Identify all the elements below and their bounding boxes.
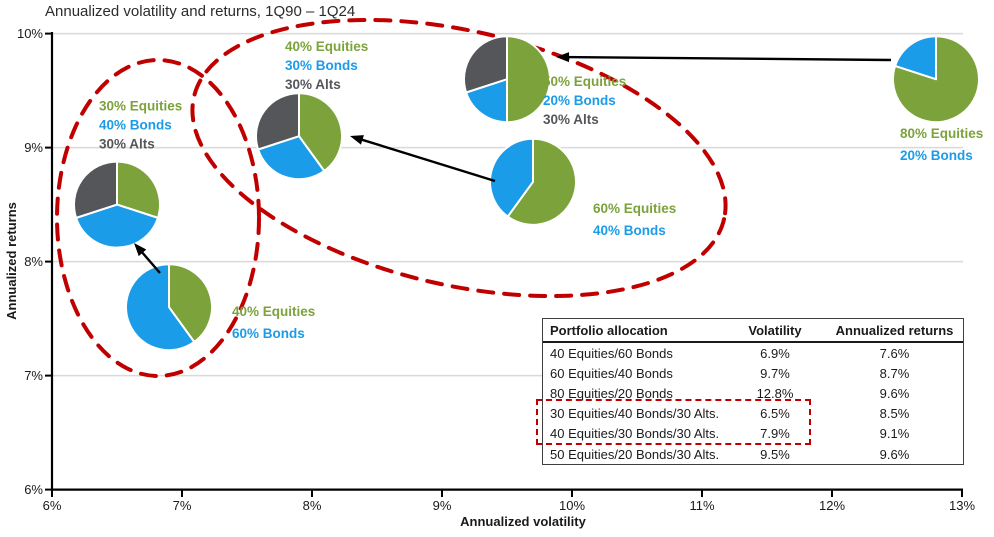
alts-group-ellipse — [190, 17, 728, 299]
table-row: 80 Equities/20 Bonds 12.8% 9.6% — [543, 383, 963, 403]
x-tick-label: 9% — [433, 498, 452, 513]
cell-volatility: 7.9% — [760, 426, 790, 442]
cell-volatility: 12.8% — [756, 385, 794, 401]
pie-slice-alts — [73, 160, 118, 219]
arrow-head — [350, 135, 364, 145]
pie-label-line: 50% Equities — [543, 74, 626, 89]
pie-80-equities-20-bonds — [892, 35, 980, 124]
pie-label-line: 30% Equities — [99, 99, 182, 114]
pie-40-equities-60-bonds — [125, 263, 213, 352]
pie-slice-equities — [298, 92, 343, 172]
pie-label-line: 40% Equities — [285, 39, 368, 54]
pie-60-equities-40-bonds — [489, 137, 577, 226]
pie-label-line: 30% Bonds — [285, 58, 358, 73]
table-row: 50 Equities/20 Bonds/30 Alts. 9.5% 9.6% — [543, 444, 963, 464]
cell-returns: 9.6% — [879, 446, 910, 462]
pie-50-equities-20-bonds-30-alts — [463, 35, 551, 124]
x-tick-label: 10% — [559, 498, 585, 513]
table-row: 30 Equities/40 Bonds/30 Alts. 6.5% 8.5% — [543, 404, 963, 424]
x-axis-title: Annualized volatility — [460, 514, 586, 529]
cell-portfolio: 60 Equities/40 Bonds — [550, 365, 673, 381]
pie-slice-equities — [506, 137, 577, 226]
cell-volatility: 9.7% — [760, 365, 790, 381]
chart-title: Annualized volatility and returns, 1Q90 … — [45, 3, 356, 20]
cell-volatility: 6.9% — [760, 345, 790, 361]
pie-label-line: 30% Alts — [99, 137, 155, 152]
pie-label-line: 80% Equities — [900, 126, 983, 141]
arrow-line — [564, 55, 892, 62]
left-group-ellipse — [55, 58, 261, 378]
cell-portfolio: 30 Equities/40 Bonds/30 Alts. — [550, 406, 720, 422]
x-tick-label: 11% — [689, 498, 714, 513]
x-tick-label: 6% — [43, 498, 62, 513]
cell-returns: 9.6% — [879, 385, 910, 401]
pie-label-line: 20% Bonds — [543, 93, 616, 108]
table-header-returns: Annualized returns — [835, 322, 954, 338]
table-row: 40 Equities/30 Bonds/30 Alts. 7.9% 9.1% — [543, 424, 963, 444]
cell-portfolio: 50 Equities/20 Bonds/30 Alts. — [550, 446, 720, 462]
cell-volatility: 9.5% — [760, 446, 790, 462]
table-header-portfolio: Portfolio allocation — [550, 322, 668, 338]
pie-label-line: 40% Equities — [232, 304, 315, 319]
pie-slice-alts — [463, 35, 508, 94]
y-tick-label: 10% — [17, 26, 43, 41]
y-tick-label: 8% — [24, 254, 43, 269]
arrow-line — [358, 137, 496, 183]
x-tick-label: 8% — [303, 498, 322, 513]
x-tick-label: 13% — [949, 498, 975, 513]
cell-portfolio: 40 Equities/60 Bonds — [550, 345, 673, 361]
table-row: 60 Equities/40 Bonds 9.7% 8.7% — [543, 363, 963, 383]
pie-slice-bonds — [489, 137, 534, 218]
pie-label-line: 40% Bonds — [99, 118, 172, 133]
arrow-head — [556, 52, 570, 63]
cell-portfolio: 80 Equities/20 Bonds — [550, 385, 673, 401]
pie-label-line: 20% Bonds — [900, 148, 973, 163]
arrow-head — [134, 243, 147, 257]
pie-slice-equities — [116, 160, 161, 219]
pie-slice-alts — [255, 92, 300, 151]
table-header-volatility: Volatility — [748, 322, 802, 338]
pie-label-line: 30% Alts — [543, 112, 599, 127]
cell-returns: 9.1% — [879, 426, 910, 442]
pie-slice-bonds — [75, 203, 159, 249]
cell-portfolio: 40 Equities/30 Bonds/30 Alts. — [550, 426, 720, 442]
pie-slice-bonds — [257, 135, 326, 181]
arrow-line — [138, 249, 161, 274]
cell-returns: 8.5% — [879, 406, 910, 422]
x-tick-label: 12% — [819, 498, 845, 513]
pie-40-equities-30-bonds-30-alts — [255, 92, 343, 181]
pie-slice-equities — [506, 35, 551, 124]
pie-label-line: 30% Alts — [285, 77, 341, 92]
pie-30-equities-40-bonds-30-alts — [73, 160, 161, 249]
table-body: 40 Equities/60 Bonds 6.9% 7.6% 60 Equities/… — [543, 343, 963, 464]
summary-table: Portfolio allocation Volatility Annualiz… — [542, 318, 964, 466]
y-tick-label: 9% — [24, 140, 43, 155]
cell-returns: 7.6% — [879, 345, 910, 361]
pie-label-line: 60% Bonds — [232, 326, 305, 341]
pie-label-line: 40% Bonds — [593, 223, 666, 238]
pie-label-line: 60% Equities — [593, 201, 676, 216]
table-row: 40 Equities/60 Bonds 6.9% 7.6% — [543, 343, 963, 363]
x-tick-label: 7% — [173, 498, 192, 513]
y-tick-label: 7% — [24, 368, 43, 383]
pie-slice-equities — [168, 263, 213, 343]
pie-slice-bonds — [125, 263, 196, 352]
cell-volatility: 6.5% — [760, 406, 790, 422]
cell-returns: 8.7% — [879, 365, 910, 381]
table-header-row: Portfolio allocation Volatility Annualiz… — [543, 319, 963, 343]
pie-slice-bonds — [894, 35, 937, 81]
y-tick-label: 6% — [24, 482, 43, 497]
y-axis-title: Annualized returns — [4, 202, 19, 320]
